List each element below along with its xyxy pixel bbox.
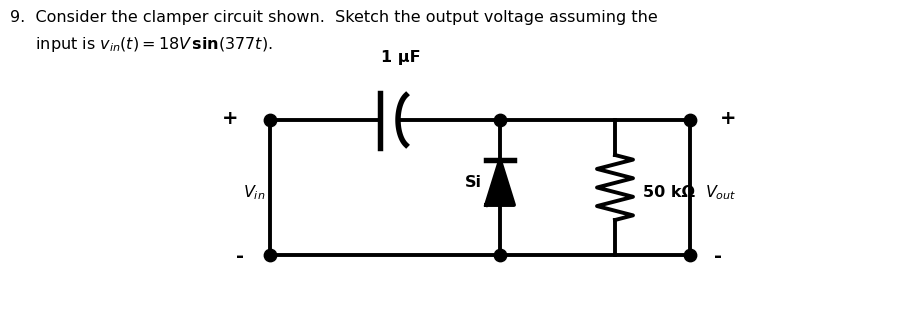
Text: 1 μF: 1 μF xyxy=(381,50,421,65)
Point xyxy=(493,117,507,123)
Point xyxy=(493,252,507,258)
Point xyxy=(262,252,277,258)
Text: +: + xyxy=(222,109,239,128)
Point xyxy=(682,117,697,123)
Text: $V_{in}$: $V_{in}$ xyxy=(242,183,265,202)
Polygon shape xyxy=(486,160,514,205)
Text: $V_{out}$: $V_{out}$ xyxy=(705,183,737,202)
Text: Si: Si xyxy=(465,175,482,190)
Text: +: + xyxy=(719,109,736,128)
Text: 50 kΩ: 50 kΩ xyxy=(643,185,695,200)
Text: -: - xyxy=(236,248,244,267)
Text: -: - xyxy=(714,248,722,267)
Text: input is $v_{in}(t) = 18V\,\mathbf{sin}(377t)$.: input is $v_{in}(t) = 18V\,\mathbf{sin}(… xyxy=(10,35,273,54)
Point xyxy=(262,117,277,123)
Text: 9.  Consider the clamper circuit shown.  Sketch the output voltage assuming the: 9. Consider the clamper circuit shown. S… xyxy=(10,10,658,25)
Point xyxy=(682,252,697,258)
